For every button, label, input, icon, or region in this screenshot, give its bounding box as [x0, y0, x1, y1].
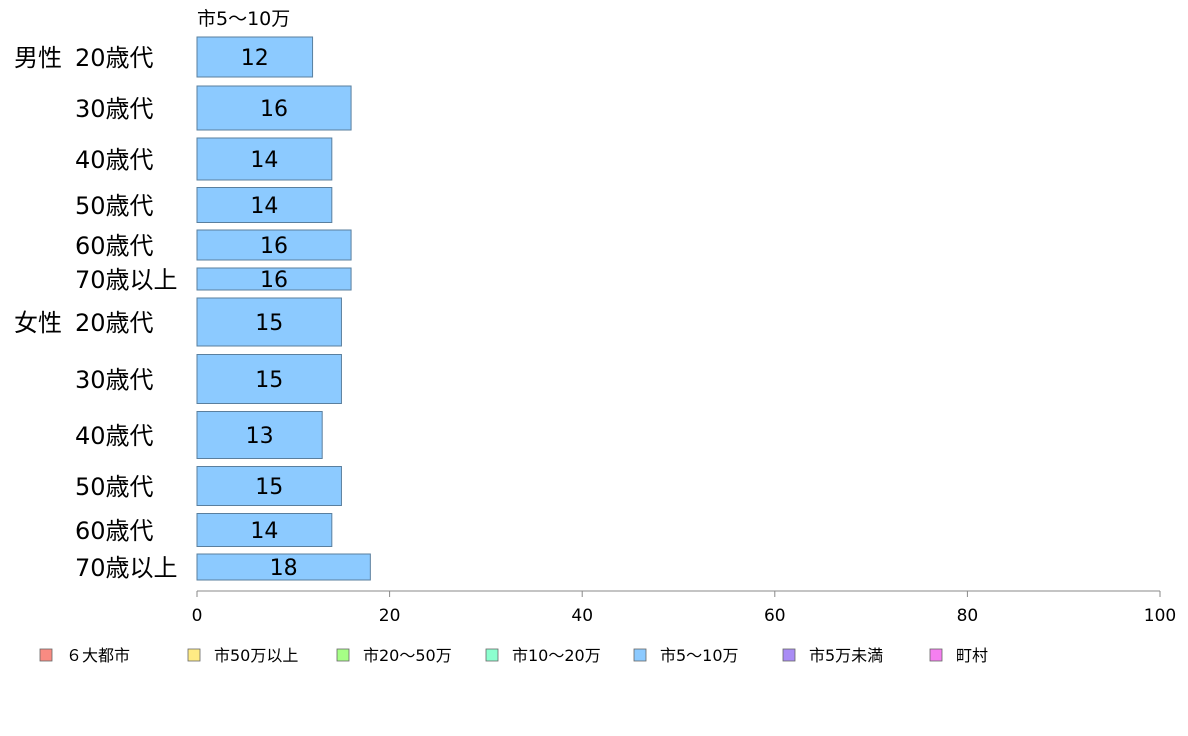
- bar: [196, 553, 371, 581]
- bar: [196, 513, 333, 547]
- category-label: 20歳代: [75, 44, 154, 72]
- bar: [196, 354, 342, 404]
- legend-entry-label: 市50万以上: [214, 646, 298, 665]
- x-axis: 0 20 40 60 80 100: [192, 590, 1176, 626]
- legend-entry-label: 市20〜50万: [363, 646, 452, 665]
- category-label: 70歳以上: [75, 554, 178, 582]
- legend-swatch: [39, 648, 53, 662]
- x-tick-label: 0: [192, 606, 203, 626]
- category-label: 30歳代: [75, 366, 154, 394]
- legend-swatch: [485, 648, 499, 662]
- legend-entry-label: ６大都市: [66, 646, 130, 665]
- legend-entry-label: 市5万未満: [809, 646, 883, 665]
- bar-value-label: 15: [255, 311, 283, 336]
- bar: [196, 229, 352, 261]
- category-label: 50歳代: [75, 192, 154, 220]
- bar: [196, 137, 333, 181]
- category-label: 70歳以上: [75, 266, 178, 294]
- legend-entry-label: 市10〜20万: [512, 646, 601, 665]
- legend-swatch: [782, 648, 796, 662]
- x-tick-label: 100: [1144, 606, 1176, 626]
- group-label: 女性: [14, 309, 62, 337]
- category-label: 60歳代: [75, 517, 154, 545]
- x-tick-label: 60: [764, 606, 786, 626]
- category-label: 40歳代: [75, 422, 154, 450]
- bar: [196, 85, 352, 131]
- group-label: 男性: [14, 44, 62, 72]
- legend: ６大都市 市50万以上 市20〜50万 市10〜20万 市5〜10万 市5万未満 町村: [39, 646, 988, 665]
- category-labels-layer: 20歳代男性30歳代40歳代50歳代60歳代70歳以上20歳代女性30歳代40歳…: [14, 44, 178, 582]
- bar: [196, 297, 342, 347]
- bars-layer: 12 16 14 14 16 16 15 15 13 15 14 18: [196, 36, 371, 581]
- legend-swatch: [187, 648, 201, 662]
- legend-swatch: [929, 648, 943, 662]
- bar-value-label: 15: [255, 475, 283, 500]
- bar-value-label: 16: [260, 234, 288, 259]
- category-label: 20歳代: [75, 309, 154, 337]
- legend-entry-label: 町村: [956, 646, 988, 665]
- bar: [196, 466, 342, 506]
- bar-value-label: 18: [270, 556, 298, 581]
- bar-value-label: 16: [260, 97, 288, 122]
- bar: [196, 411, 323, 459]
- legend-entry-label: 市5〜10万: [660, 646, 739, 665]
- category-label: 30歳代: [75, 95, 154, 123]
- bar-value-label: 14: [250, 148, 278, 173]
- category-label: 50歳代: [75, 473, 154, 501]
- bar-value-label: 13: [246, 424, 274, 449]
- x-tick-label: 20: [379, 606, 401, 626]
- bar: [196, 267, 352, 291]
- bar-value-label: 14: [250, 194, 278, 219]
- series-title: 市5〜10万: [197, 8, 290, 30]
- bar: [196, 36, 314, 78]
- bar-value-label: 14: [250, 519, 278, 544]
- legend-swatch: [336, 648, 350, 662]
- bar-value-label: 16: [260, 268, 288, 293]
- x-tick-label: 80: [957, 606, 979, 626]
- x-tick-label: 40: [571, 606, 593, 626]
- category-label: 60歳代: [75, 232, 154, 260]
- bar: [196, 187, 333, 223]
- bar-value-label: 15: [255, 368, 283, 393]
- bar-value-label: 12: [241, 46, 269, 71]
- category-label: 40歳代: [75, 146, 154, 174]
- legend-swatch: [633, 648, 647, 662]
